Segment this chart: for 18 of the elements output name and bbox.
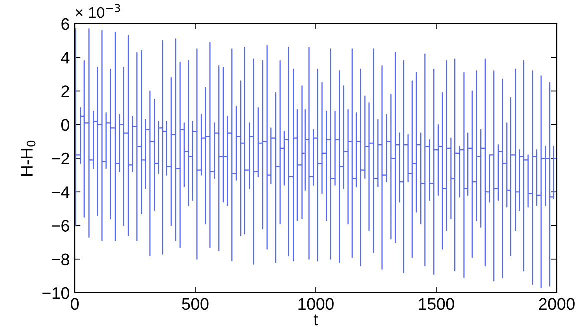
y-tick-label: 0	[62, 119, 70, 132]
line-series	[75, 28, 557, 289]
y-tick-label: −4	[52, 186, 70, 198]
y-tick-label: 4	[61, 52, 70, 64]
text: × 10$^{−3}$	[76, 4, 120, 18]
x-tick-label: 2000	[539, 298, 575, 310]
y-tick-label: −8	[52, 254, 70, 266]
y-axis-title: H-H$_{0}$	[21, 140, 36, 176]
y-tick-label: 6	[62, 18, 70, 30]
x-tick-label: 0	[71, 298, 79, 310]
x-tick-label: 1000	[298, 298, 334, 310]
y-tick-label: −6	[52, 220, 70, 232]
y-tick-label: −10	[42, 287, 70, 300]
y-tick-label: 2	[62, 86, 70, 98]
y-tick-label: −2	[52, 152, 70, 165]
x-tick-label: 500	[182, 298, 209, 310]
x-tick-label: 1500	[419, 298, 454, 310]
x-axis-title: t	[314, 314, 318, 326]
